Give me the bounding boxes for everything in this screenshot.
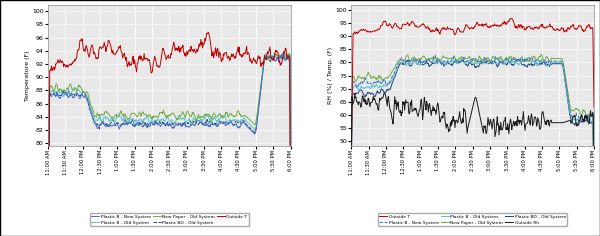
Legend: Outside T, Plastic B - New System, Plastic B - Old System, New Paper - Old Syste: Outside T, Plastic B - New System, Plast… xyxy=(378,213,567,226)
Legend: Plastic B - New System, Plastic B - Old System, New Paper - Old System, Plastic : Plastic B - New System, Plastic B - Old … xyxy=(90,213,249,226)
Y-axis label: RH (%) / Temp. (F): RH (%) / Temp. (F) xyxy=(328,47,334,104)
Y-axis label: Temperature (F): Temperature (F) xyxy=(25,50,30,101)
